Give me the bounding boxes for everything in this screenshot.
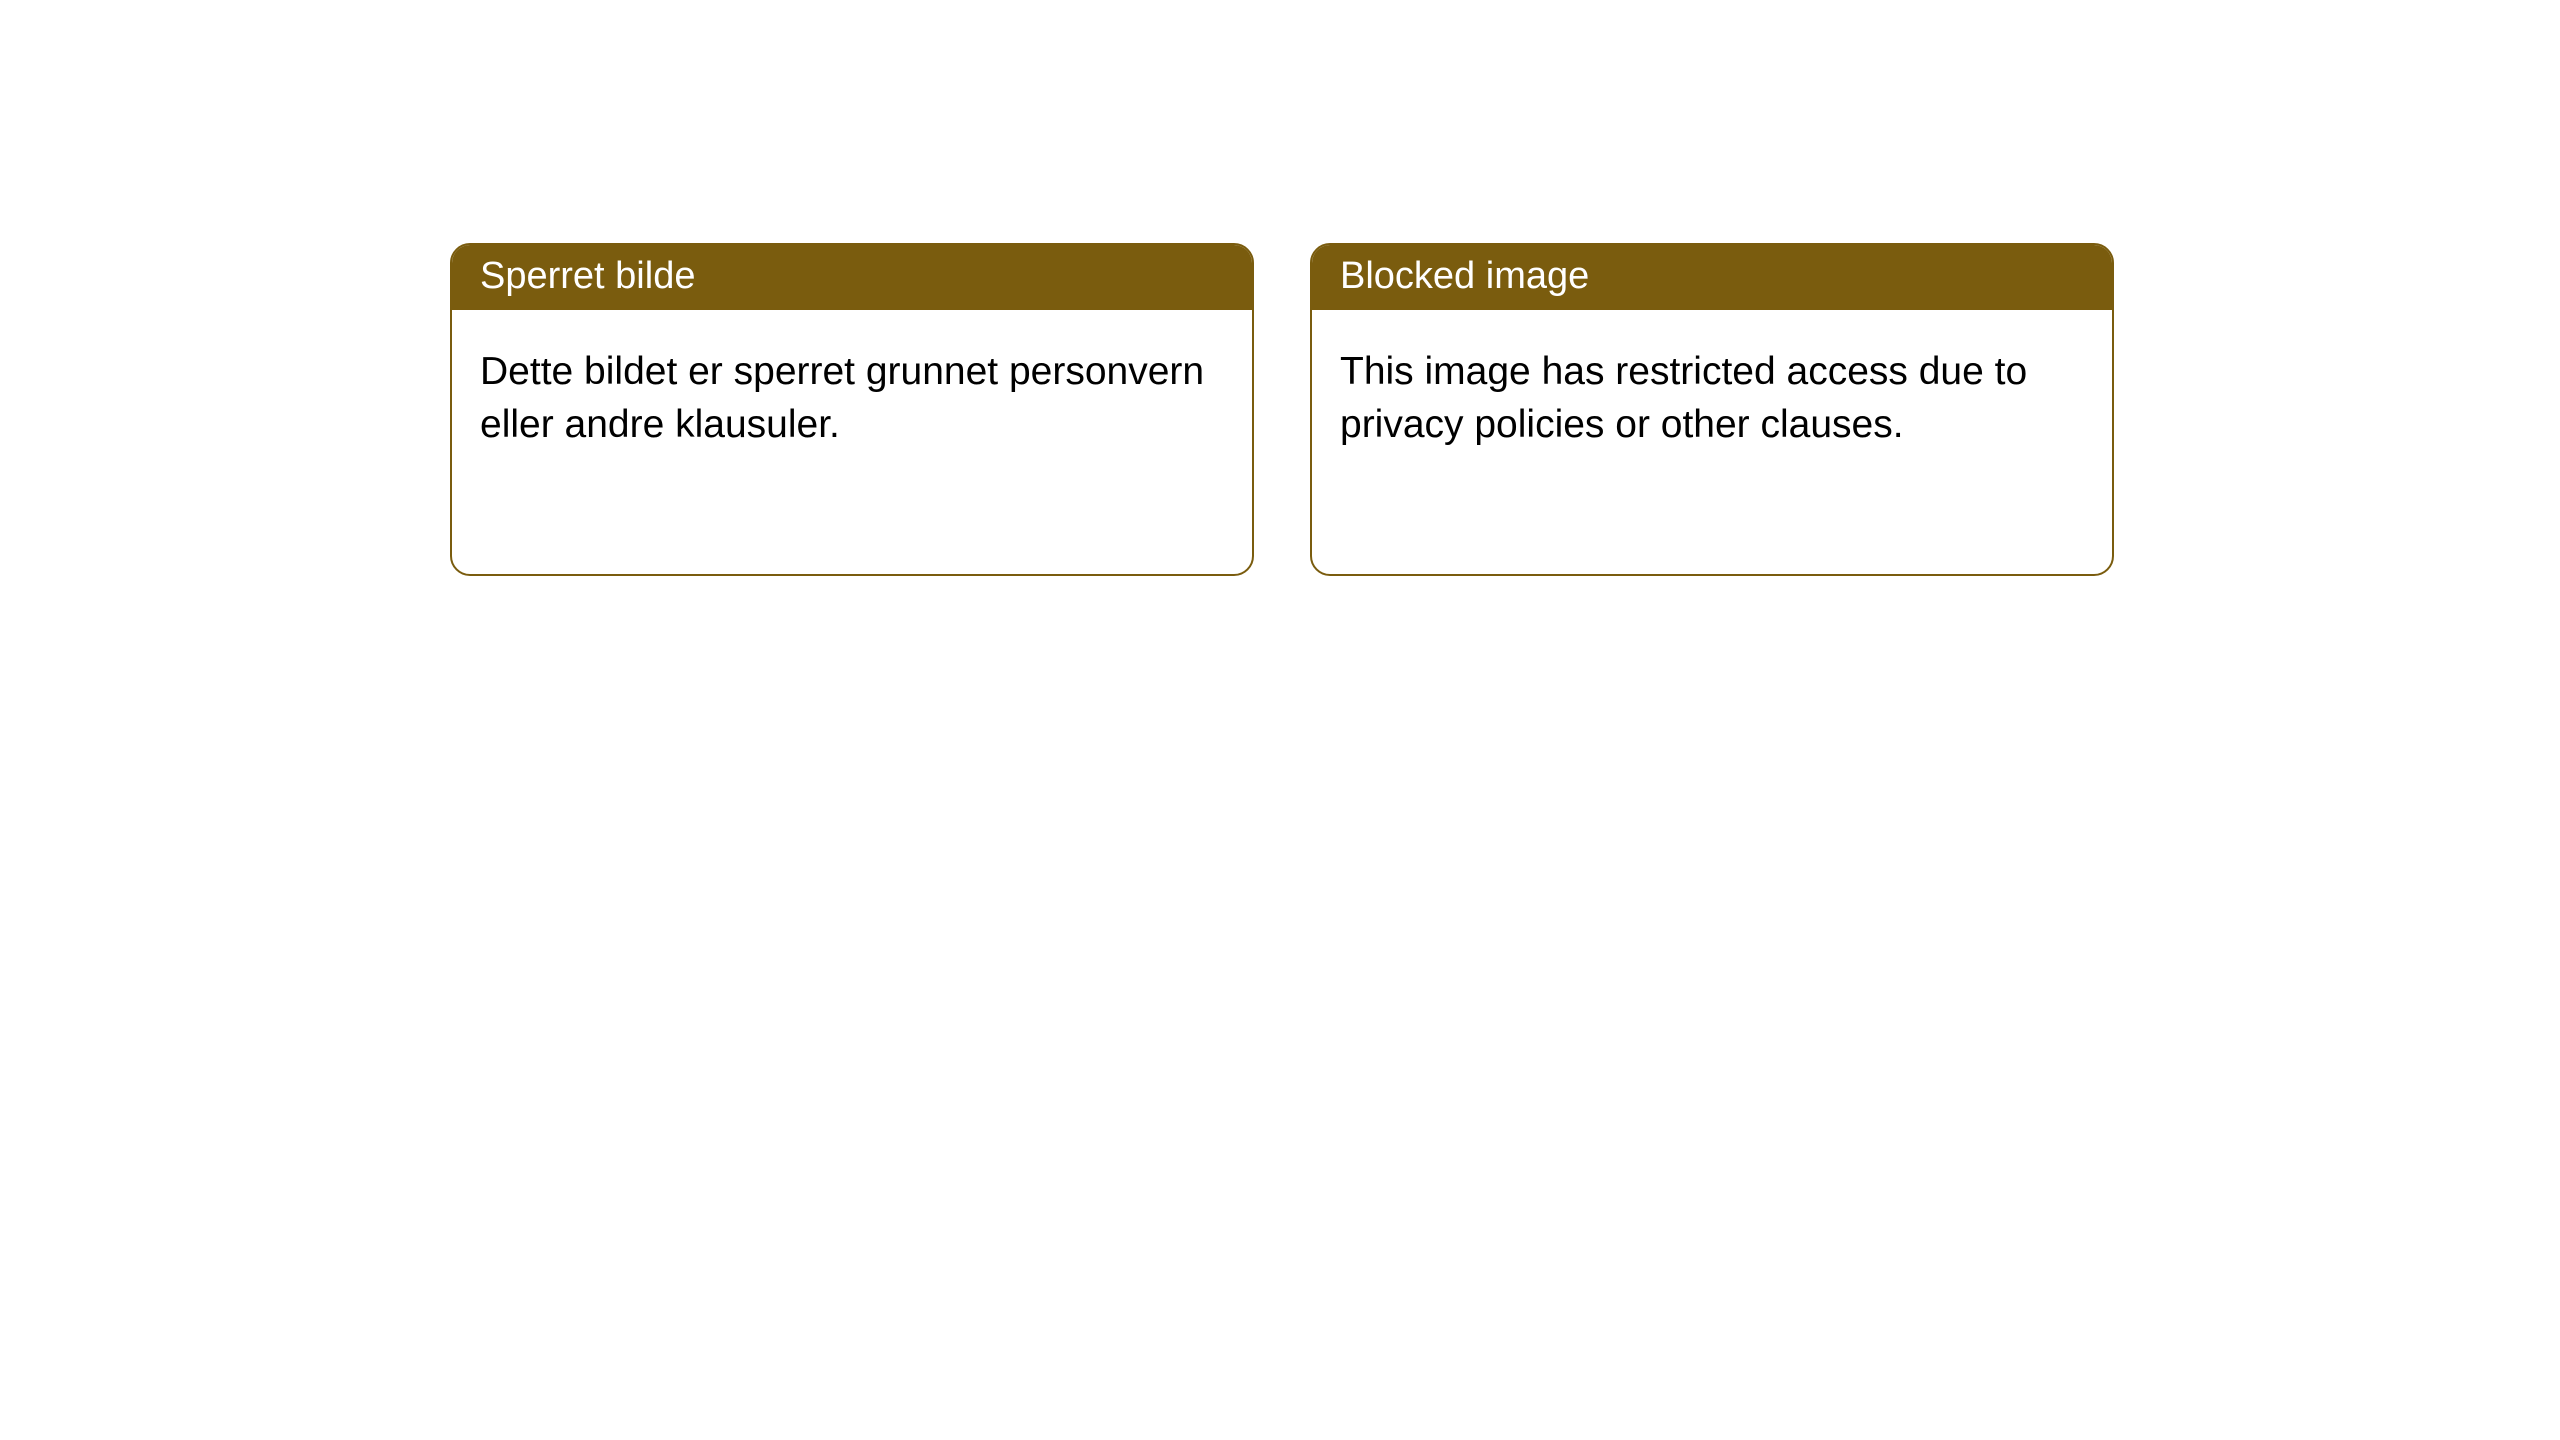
- notice-card-english: Blocked image This image has restricted …: [1310, 243, 2114, 576]
- notice-header: Sperret bilde: [452, 245, 1252, 310]
- notice-card-norwegian: Sperret bilde Dette bildet er sperret gr…: [450, 243, 1254, 576]
- notice-body: This image has restricted access due to …: [1312, 310, 2112, 487]
- notice-body: Dette bildet er sperret grunnet personve…: [452, 310, 1252, 487]
- notice-container: Sperret bilde Dette bildet er sperret gr…: [0, 0, 2560, 576]
- notice-header: Blocked image: [1312, 245, 2112, 310]
